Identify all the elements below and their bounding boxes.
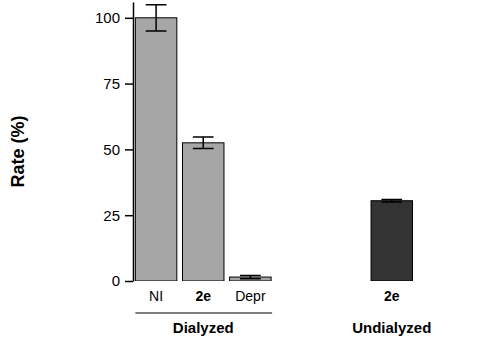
x-tick: Depr	[235, 288, 266, 304]
error-bar-line	[240, 275, 261, 278]
x-tick: 2e	[384, 288, 400, 304]
error-bar-line	[193, 137, 214, 149]
x-tick: 2e	[195, 288, 211, 304]
error-bar	[146, 5, 167, 31]
y-tick: 25	[103, 206, 133, 223]
error-bar-line	[146, 5, 167, 31]
y-tick: 0	[112, 272, 133, 289]
y-tick-label: 100	[95, 9, 120, 26]
y-tick-mark	[125, 215, 133, 217]
bar	[371, 201, 412, 281]
x-tick: NI	[149, 288, 163, 304]
x-tick-label: NI	[149, 288, 163, 304]
x-tick-label: 2e	[195, 288, 211, 304]
bar	[135, 18, 176, 281]
x-tick-label: 2e	[384, 288, 400, 304]
y-tick-label: 75	[103, 75, 120, 92]
plot-area	[135, 5, 412, 281]
y-tick-mark	[125, 18, 133, 20]
y-tick: 100	[95, 9, 133, 26]
error-bar	[240, 275, 261, 278]
y-tick-mark	[125, 149, 133, 151]
x-tick-label: Depr	[235, 288, 266, 304]
y-axis-title: Rate (%)	[8, 115, 28, 187]
y-tick-label: 0	[112, 272, 120, 289]
error-bar	[381, 199, 402, 202]
y-tick: 50	[103, 141, 133, 158]
group-label: Dialyzed	[173, 319, 234, 336]
y-axis-line	[133, 3, 135, 282]
bar	[182, 143, 223, 281]
y-tick: 75	[103, 75, 133, 92]
chart: 0 25 50 75 100 NI 2e Depr 2e Dialyzed Undialyzed Ra…	[0, 0, 500, 347]
error-bar-line	[381, 199, 402, 202]
y-tick-mark	[125, 83, 133, 85]
group-underline	[135, 312, 272, 313]
x-axis: NI 2e Depr 2e	[149, 288, 400, 304]
y-axis: 0 25 50 75 100	[95, 3, 134, 290]
y-tick-mark	[125, 281, 133, 283]
y-tick-label: 25	[103, 206, 120, 223]
group-label: Undialyzed	[352, 319, 431, 336]
error-bar	[193, 137, 214, 149]
y-tick-label: 50	[103, 141, 120, 158]
